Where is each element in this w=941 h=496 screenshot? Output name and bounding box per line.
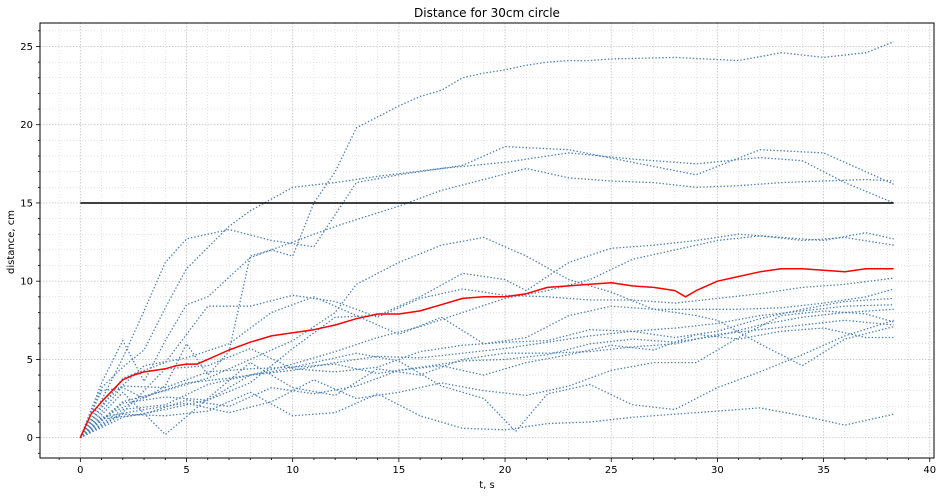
y-axis-label: distance, cm <box>6 210 17 274</box>
x-tick-label: 35 <box>817 465 830 476</box>
trajectory-line <box>79 304 894 439</box>
trajectory-line <box>79 288 894 439</box>
x-tick-label: 25 <box>605 465 618 476</box>
y-tick-label: 20 <box>20 120 33 131</box>
series-layer <box>79 41 894 439</box>
trajectory-line <box>79 232 894 439</box>
trajectory-line <box>79 277 894 439</box>
trajectory-line <box>79 236 894 439</box>
y-tick-label: 5 <box>27 355 33 366</box>
mean-line <box>79 267 894 439</box>
y-tick-label: 25 <box>20 42 33 53</box>
ticks: 0 5 10 15 20 25 30 35 40 0 5 10 15 20 25 <box>20 30 936 476</box>
x-tick-label: 30 <box>711 465 724 476</box>
y-tick-label: 10 <box>20 277 33 288</box>
x-tick-label: 40 <box>923 465 936 476</box>
x-tick-label: 5 <box>183 465 189 476</box>
x-tick-label: 15 <box>393 465 406 476</box>
trajectory-line <box>79 297 894 439</box>
x-axis-label: t, s <box>479 480 495 491</box>
x-tick-label: 10 <box>286 465 299 476</box>
grid <box>40 23 934 458</box>
trajectory-line <box>79 391 894 439</box>
trajectory-line <box>79 152 894 438</box>
trajectory-line <box>79 308 894 439</box>
y-tick-label: 15 <box>20 198 33 209</box>
chart-title: Distance for 30cm circle <box>414 6 560 20</box>
x-tick-label: 0 <box>77 465 83 476</box>
plot-frame <box>39 22 935 459</box>
trajectory-line <box>79 327 894 439</box>
y-tick-label: 0 <box>27 433 33 444</box>
trajectory-line <box>79 319 894 439</box>
trajectory-line <box>79 310 894 439</box>
x-tick-label: 20 <box>499 465 512 476</box>
